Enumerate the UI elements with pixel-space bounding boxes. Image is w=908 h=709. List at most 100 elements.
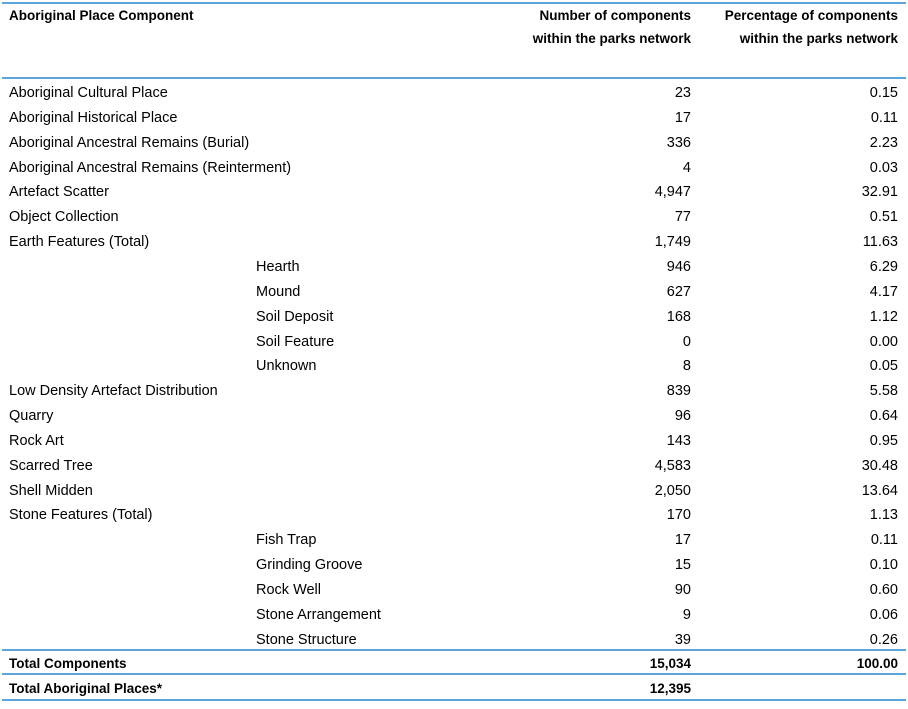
table-row: Scarred Tree 4,583 30.48: [2, 454, 906, 479]
total-places-row: Total Aboriginal Places* 12,395: [2, 676, 906, 701]
table-row: Hearth 946 6.29: [2, 255, 906, 280]
table-row: Low Density Artefact Distribution 839 5.58: [2, 379, 906, 404]
table-row: Mound 627 4.17: [2, 280, 906, 305]
row-number: 8: [682, 358, 691, 375]
total-components-label: Total Components: [9, 656, 127, 671]
total-components-number: 15,034: [649, 656, 691, 671]
total-components-row: Total Components 15,034 100.00: [2, 651, 906, 676]
row-component-name: Aboriginal Ancestral Remains (Burial): [9, 134, 250, 151]
table-row: Aboriginal Ancestral Remains (Burial) 336…: [2, 131, 906, 156]
row-number: 168: [666, 308, 691, 325]
row-number: 627: [666, 283, 691, 300]
row-number: 143: [666, 432, 691, 449]
row-number: 170: [666, 507, 691, 524]
header-percent-line2: within the parks network: [739, 31, 898, 46]
table-row: Earth Features (Total) 1,749 11.63: [2, 230, 906, 255]
row-percent: 13.64: [861, 482, 898, 499]
row-subcomponent-name: Mound: [256, 283, 301, 300]
top-rule: [2, 2, 906, 4]
table-row: Shell Midden 2,050 13.64: [2, 479, 906, 504]
bottom-rule: [2, 699, 906, 701]
row-number: 4,947: [654, 184, 691, 201]
row-subcomponent-name: Soil Feature: [256, 333, 335, 350]
row-number: 0: [682, 333, 691, 350]
row-component-name: Low Density Artefact Distribution: [9, 383, 218, 400]
row-component-name: Earth Features (Total): [9, 234, 150, 251]
row-percent: 1.12: [869, 308, 898, 325]
row-number: 4,583: [654, 457, 691, 474]
total-components-percent: 100.00: [856, 656, 898, 671]
row-component-name: Stone Features (Total): [9, 507, 153, 524]
row-percent: 0.64: [869, 408, 898, 425]
row-percent: 0.11: [870, 532, 898, 549]
row-component-name: Aboriginal Cultural Place: [9, 85, 168, 101]
table-row: Soil Deposit 168 1.12: [2, 305, 906, 330]
header-percent-line1: Percentage of components: [724, 8, 898, 23]
header-number-line1: Number of components: [539, 8, 691, 23]
table-row: Aboriginal Historical Place 17 0.11: [2, 106, 906, 131]
row-number: 77: [674, 209, 691, 226]
row-percent: 32.91: [861, 184, 898, 201]
row-number: 23: [674, 85, 691, 101]
row-number: 17: [674, 532, 691, 549]
row-number: 336: [666, 134, 691, 151]
row-number: 39: [674, 631, 691, 648]
row-component-name: Scarred Tree: [9, 457, 93, 474]
table-row: Stone Arrangement 9 0.06: [2, 603, 906, 628]
header-number-line2: within the parks network: [532, 31, 691, 46]
table-row: Unknown 8 0.05: [2, 354, 906, 379]
row-number: 1,749: [654, 234, 691, 251]
row-percent: 0.51: [869, 209, 898, 226]
row-subcomponent-name: Grinding Groove: [256, 557, 363, 574]
table-row: Object Collection 77 0.51: [2, 205, 906, 230]
row-number: 15: [674, 557, 691, 574]
row-percent: 30.48: [861, 457, 898, 474]
row-number: 9: [682, 606, 691, 623]
table-row: Stone Features (Total) 170 1.13: [2, 503, 906, 528]
table-row: Quarry 96 0.64: [2, 404, 906, 429]
row-component-name: Aboriginal Historical Place: [9, 109, 178, 126]
row-percent: 5.58: [869, 383, 898, 400]
row-percent: 0.11: [870, 109, 898, 126]
row-percent: 0.00: [869, 333, 898, 350]
totals-rule-top: [2, 649, 906, 651]
header-number: Number of components within the parks ne…: [533, 4, 691, 50]
row-subcomponent-name: Unknown: [256, 358, 317, 375]
row-subcomponent-name: Hearth: [256, 258, 300, 275]
row-number: 946: [666, 258, 691, 275]
row-number: 839: [666, 383, 691, 400]
row-percent: 4.17: [869, 283, 898, 300]
table-row: Rock Well 90 0.60: [2, 578, 906, 603]
row-percent: 1.13: [869, 507, 898, 524]
row-subcomponent-name: Stone Structure: [256, 631, 357, 648]
header-percent: Percentage of components within the park…: [725, 4, 898, 50]
row-subcomponent-name: Stone Arrangement: [256, 606, 381, 623]
row-component-name: Aboriginal Ancestral Remains (Reintermen…: [9, 159, 292, 176]
row-number: 4: [682, 159, 691, 176]
table-row: Soil Feature 0 0.00: [2, 330, 906, 355]
row-percent: 11.63: [862, 234, 898, 251]
row-subcomponent-name: Fish Trap: [256, 532, 317, 549]
row-component-name: Quarry: [9, 408, 54, 425]
table-row: Rock Art 143 0.95: [2, 429, 906, 454]
row-percent: 0.10: [869, 557, 898, 574]
row-percent: 0.95: [869, 432, 898, 449]
row-component-name: Rock Art: [9, 432, 64, 449]
row-percent: 2.23: [869, 134, 898, 151]
row-percent: 0.05: [869, 358, 898, 375]
row-percent: 0.60: [869, 582, 898, 598]
table-row: Aboriginal Cultural Place 23 0.15: [2, 81, 906, 106]
totals-rule-middle: [2, 673, 906, 675]
total-places-number: 12,395: [649, 681, 691, 696]
table-row: Stone Structure 39 0.26: [2, 628, 906, 653]
row-component-name: Artefact Scatter: [9, 184, 109, 201]
header-rule: [2, 77, 906, 79]
row-number: 90: [674, 582, 691, 598]
row-number: 96: [674, 408, 691, 425]
row-subcomponent-name: Soil Deposit: [256, 308, 334, 325]
row-subcomponent-name: Rock Well: [256, 582, 321, 598]
row-percent: 0.26: [869, 631, 898, 648]
row-number: 2,050: [654, 482, 691, 499]
header-component: Aboriginal Place Component: [9, 8, 194, 23]
table-row: Fish Trap 17 0.11: [2, 528, 906, 553]
